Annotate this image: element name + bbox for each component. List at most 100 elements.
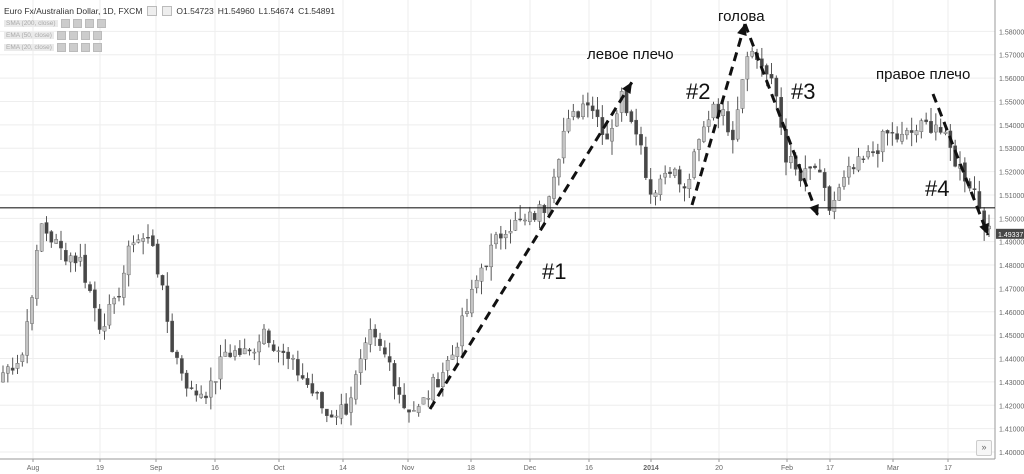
candle-body [711, 103, 716, 119]
candle-body [179, 358, 184, 374]
candle-body [576, 111, 581, 118]
last-price-label: 1.49337 [998, 232, 1023, 239]
candle-body [788, 156, 793, 163]
candle-body [532, 212, 537, 221]
candle-body [938, 126, 943, 133]
candle-body [281, 350, 286, 354]
settings-icon[interactable] [72, 19, 82, 28]
more-icon[interactable] [96, 19, 106, 28]
candle-body [10, 367, 15, 371]
indicator-label: EMA (20, close) [4, 44, 54, 51]
candle-body [774, 77, 779, 97]
indicator-row[interactable]: EMA (20, close) [4, 43, 102, 52]
candle-body [63, 250, 68, 262]
candle-body [20, 354, 25, 362]
x-tick-label: 19 [96, 465, 104, 472]
candle-body [624, 89, 629, 114]
candle-body [141, 238, 146, 242]
y-tick-label: 1.48000 [999, 263, 1024, 270]
x-tick-label: 14 [339, 465, 347, 472]
candle-body [339, 404, 344, 419]
ohlc-low: L1.54674 [258, 6, 295, 16]
more-icon[interactable] [92, 31, 102, 40]
scroll-right-button[interactable]: » [976, 440, 992, 456]
candle-body [726, 111, 730, 133]
head-label: голова [718, 8, 765, 25]
candle-body [919, 120, 924, 132]
candle-body [262, 328, 266, 344]
candle-body [421, 397, 426, 405]
candle-body [155, 243, 160, 275]
hide-icon[interactable] [162, 6, 173, 16]
grid [0, 0, 995, 459]
candle-body [697, 139, 701, 150]
candle-body [846, 165, 851, 178]
candle-body [378, 338, 382, 346]
candle-body [904, 130, 909, 136]
candle-body [706, 119, 711, 127]
x-tick-label: 16 [585, 465, 593, 472]
candle-body [900, 133, 904, 142]
candle-body [653, 192, 658, 197]
candle-body [856, 156, 861, 171]
left-shoulder-label: левое плечо [587, 46, 674, 63]
settings-icon[interactable] [147, 6, 158, 16]
eye-icon[interactable] [56, 43, 66, 52]
y-tick-label: 1.56000 [999, 76, 1024, 83]
candle-body [455, 346, 460, 357]
indicator-row[interactable]: SMA (200, close) [4, 19, 106, 28]
candle-body [469, 289, 474, 314]
trend-arrow-line [690, 23, 747, 206]
candle-body [97, 308, 102, 330]
eye-icon[interactable] [60, 19, 70, 28]
candle-body [228, 352, 233, 358]
close-icon[interactable] [84, 19, 94, 28]
x-tick-label: 20 [715, 465, 723, 472]
y-tick-label: 1.49000 [999, 240, 1024, 247]
arrow-head [809, 203, 819, 216]
eye-icon[interactable] [56, 31, 66, 40]
candle-body [479, 267, 484, 282]
candle-body [5, 366, 10, 374]
settings-icon[interactable] [68, 43, 78, 52]
candle-body [102, 326, 107, 332]
candle-body [25, 321, 30, 356]
settings-icon[interactable] [68, 31, 78, 40]
close-icon[interactable] [80, 31, 90, 40]
arrow-head [737, 24, 747, 36]
candle-body [914, 130, 919, 136]
candle-body [194, 390, 199, 396]
candle-body [78, 256, 83, 262]
right-shoulder-label: правое плечо [876, 66, 971, 83]
drawings [0, 23, 995, 410]
candle-body [581, 103, 585, 118]
candle-body [310, 383, 315, 394]
close-icon[interactable] [80, 43, 90, 52]
candle-body [465, 311, 469, 314]
candle-body [972, 188, 977, 190]
last-price-tag [996, 228, 1024, 239]
candle-body [537, 204, 542, 222]
candle-body [832, 200, 837, 212]
indicator-row[interactable]: EMA (50, close) [4, 31, 102, 40]
wave-4-label: #4 [925, 176, 950, 201]
indicator-label: SMA (200, close) [4, 20, 58, 27]
candle-body [933, 124, 938, 133]
candle-body [59, 240, 63, 249]
candle-body [658, 178, 663, 195]
y-tick-label: 1.50000 [999, 216, 1024, 223]
candle-body [175, 351, 179, 358]
candle-body [184, 372, 189, 389]
more-icon[interactable] [92, 43, 102, 52]
candle-body [402, 394, 407, 409]
arrow-head [621, 82, 632, 94]
candle-body [334, 415, 339, 418]
candle-body [827, 186, 832, 211]
candle-body [924, 119, 929, 123]
candle-body [663, 172, 668, 178]
candle-body [407, 409, 411, 413]
candle-body [552, 176, 556, 199]
candle-body [39, 223, 44, 252]
